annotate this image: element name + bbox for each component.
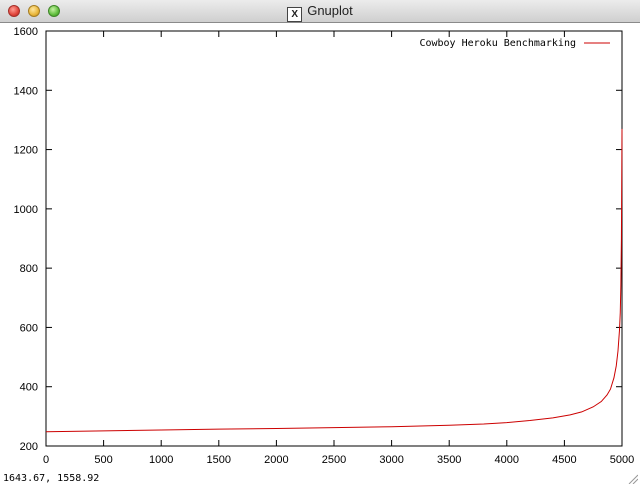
mouse-coordinates: 1643.67, 1558.92 [3,473,100,484]
axis-ticks [45,30,623,447]
x-tick-label: 5000 [610,454,634,466]
y-tick-label: 800 [20,263,38,275]
x11-icon: X [287,7,303,22]
x-tick-label: 4500 [552,454,576,466]
plot-frame [45,30,623,447]
x-tick-label: 2000 [264,454,288,466]
window-titlebar[interactable]: X Gnuplot [0,0,640,23]
x-tick-label: 3500 [437,454,461,466]
y-tick-label: 400 [20,382,38,394]
x-tick-label: 1500 [207,454,231,466]
x-tick-label: 4000 [495,454,519,466]
x-tick-label: 500 [94,454,112,466]
x-tick-label: 0 [43,454,49,466]
x-tick-label: 3000 [379,454,403,466]
series-line [45,128,623,433]
y-tick-label: 1200 [14,145,38,157]
zoom-button[interactable] [48,5,60,17]
x-tick-labels: 0 500 1000 1500 2000 2500 3000 3500 4000 4500 5000 [43,454,634,466]
y-tick-labels: 200 400 600 800 1000 1200 1400 1600 [14,26,38,453]
minimize-button[interactable] [28,5,40,17]
legend-label: Cowboy Heroku Benchmarking [419,38,576,49]
y-tick-label: 1600 [14,26,38,38]
close-button[interactable] [8,5,20,17]
y-tick-label: 1000 [14,204,38,216]
window-title: Gnuplot [307,3,353,18]
y-tick-label: 200 [20,441,38,453]
window-title-group: X Gnuplot [0,3,640,22]
x-tick-label: 2500 [322,454,346,466]
resize-grip-icon[interactable] [628,474,638,484]
x-tick-label: 1000 [149,454,173,466]
y-tick-label: 1400 [14,85,38,97]
y-tick-label: 600 [20,322,38,334]
